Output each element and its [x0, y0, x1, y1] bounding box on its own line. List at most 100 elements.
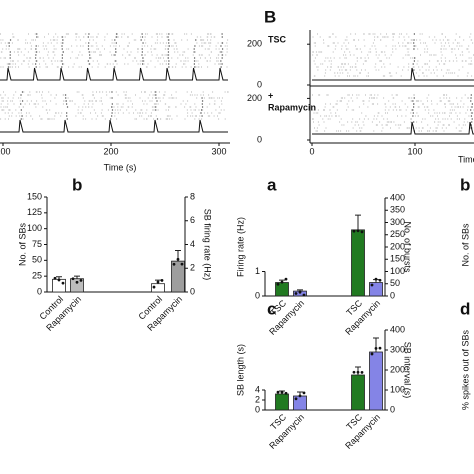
y2-tick-label: 200: [390, 241, 405, 251]
panel-label: b: [460, 175, 470, 194]
data-point: [53, 276, 57, 280]
y-axis-label: No. of SBs: [460, 223, 470, 267]
data-point: [360, 230, 364, 234]
y-tick-label: 200: [247, 39, 262, 49]
y-tick-label: 2: [255, 394, 260, 404]
y-tick-label: 25: [32, 271, 42, 281]
y2-tick-label: 0: [190, 286, 195, 296]
data-point: [160, 279, 164, 282]
raster-spikes: [0, 33, 229, 68]
data-point: [378, 346, 382, 350]
y-tick-label: 100: [27, 223, 42, 233]
y-axis-label: Firing rate (Hz): [235, 217, 245, 277]
data-point: [352, 229, 356, 233]
data-point: [294, 397, 298, 401]
population-trace: [0, 119, 228, 133]
bar: [369, 351, 383, 411]
population-trace: [312, 67, 474, 81]
data-point: [374, 277, 378, 281]
y2-tick-label: 2: [190, 263, 195, 273]
x-tick-label: 100: [0, 146, 11, 156]
y2-tick-label: 0: [390, 404, 395, 414]
raster-spikes: [312, 94, 474, 132]
data-point: [370, 352, 374, 356]
panel-label: c: [267, 299, 276, 318]
y-axis-label: % spikes out of SBs: [460, 329, 470, 410]
y2-axis-label: SB firing rate (Hz): [203, 209, 213, 281]
y2-tick-label: 400: [390, 192, 405, 202]
y2-tick-label: 8: [190, 191, 195, 201]
y2-tick-label: 50: [390, 278, 400, 288]
data-point: [79, 278, 83, 282]
data-point: [370, 283, 374, 287]
y2-axis-label: SB interval (s): [403, 342, 413, 399]
panel-label: d: [460, 299, 470, 318]
y2-tick-label: 150: [390, 254, 405, 264]
data-point: [356, 229, 360, 233]
data-point: [378, 278, 382, 282]
x-tick-label: 300: [211, 146, 226, 156]
data-point: [284, 277, 288, 281]
population-trace: [312, 121, 474, 135]
y2-tick-label: 100: [390, 266, 405, 276]
y2-tick-label: 350: [390, 205, 405, 215]
x-tick-label: 100: [407, 146, 422, 156]
panel-label: b: [72, 175, 82, 194]
data-point: [352, 370, 356, 374]
block-label: Rapamycin: [268, 102, 316, 112]
data-point: [280, 390, 284, 394]
y2-tick-label: 0: [390, 290, 395, 300]
data-point: [302, 391, 306, 395]
data-point: [276, 390, 280, 394]
population-trace: [0, 67, 228, 81]
panel-label: a: [267, 175, 277, 194]
burst-spikes: [8, 33, 224, 68]
burst-spikes: [20, 91, 204, 120]
data-point: [172, 262, 176, 266]
x-axis-label: Time (s): [104, 162, 137, 172]
bar: [171, 260, 185, 293]
data-point: [280, 280, 284, 284]
raster-spikes: [0, 91, 229, 120]
bar: [351, 229, 365, 297]
data-point: [180, 262, 184, 266]
y-tick-label: 0: [255, 290, 260, 300]
data-point: [71, 277, 75, 281]
y2-tick-label: 6: [190, 215, 195, 225]
y-tick-label: 0: [257, 79, 262, 89]
y-tick-label: 50: [32, 255, 42, 265]
y2-tick-label: 400: [390, 324, 405, 334]
y-tick-label: 0: [257, 134, 262, 144]
y-axis-label: No. of SBs: [17, 222, 27, 266]
error-bar: [373, 337, 379, 352]
y-axis-label: SB length (s): [235, 344, 245, 396]
data-point: [176, 257, 180, 261]
x-tick-label: 200: [103, 146, 118, 156]
data-point: [284, 391, 288, 395]
data-point: [61, 281, 65, 285]
burst-spikes: [412, 94, 473, 132]
block-label: TSC: [268, 34, 287, 44]
y2-tick-label: 300: [390, 344, 405, 354]
y-tick-label: 150: [27, 191, 42, 201]
y-tick-label: 125: [27, 207, 42, 217]
y-tick-label: 200: [247, 93, 262, 103]
data-point: [356, 370, 360, 374]
data-point: [360, 370, 364, 374]
data-point: [152, 285, 156, 289]
y-tick-label: 75: [32, 239, 42, 249]
y2-tick-label: 250: [390, 229, 405, 239]
data-point: [57, 278, 61, 282]
y2-tick-label: 200: [390, 364, 405, 374]
error-bar: [355, 214, 361, 230]
data-point: [75, 280, 79, 284]
y2-tick-label: 4: [190, 239, 195, 249]
error-bar: [74, 275, 80, 279]
y-tick-label: 0: [37, 286, 42, 296]
y2-axis-label: No. of bursts: [403, 221, 413, 273]
data-point: [156, 280, 160, 284]
y2-tick-label: 100: [390, 384, 405, 394]
data-point: [294, 292, 298, 295]
burst-spikes: [412, 33, 416, 71]
